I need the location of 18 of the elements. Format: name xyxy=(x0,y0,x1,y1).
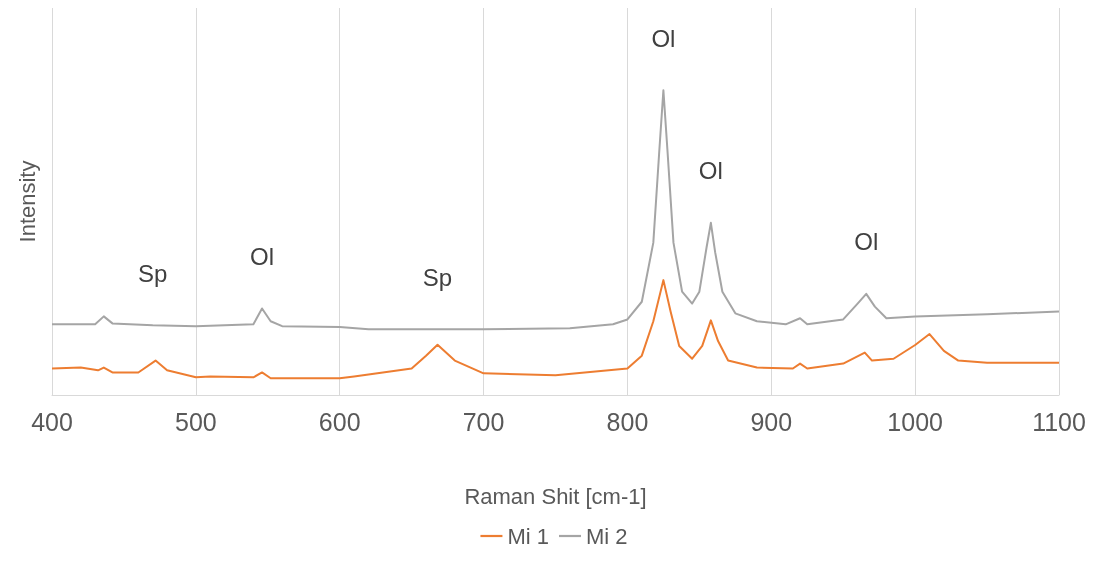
x-axis-title: Raman Shit [cm-1] xyxy=(464,483,647,509)
x-tick-label: 1100 xyxy=(1032,407,1086,436)
y-axis-title: Intensity xyxy=(14,160,40,243)
x-tick-label: 400 xyxy=(31,407,73,436)
annotation: Sp xyxy=(138,259,168,287)
annotation: Ol xyxy=(250,242,275,270)
legend-label: Mi 1 xyxy=(507,523,549,549)
annotation: Ol xyxy=(854,228,879,256)
x-tick-label: 700 xyxy=(462,407,505,436)
x-tick-label: 800 xyxy=(606,407,649,436)
annotation: Ol xyxy=(698,157,723,185)
annotation: Ol xyxy=(651,24,676,52)
annotation: Sp xyxy=(422,263,453,291)
x-tick-label: 900 xyxy=(750,407,793,436)
x-tick-label: 600 xyxy=(318,407,361,436)
x-tick-label: 1000 xyxy=(887,407,943,436)
x-tick-label: 500 xyxy=(175,407,217,436)
legend-label: Mi 2 xyxy=(586,523,628,549)
